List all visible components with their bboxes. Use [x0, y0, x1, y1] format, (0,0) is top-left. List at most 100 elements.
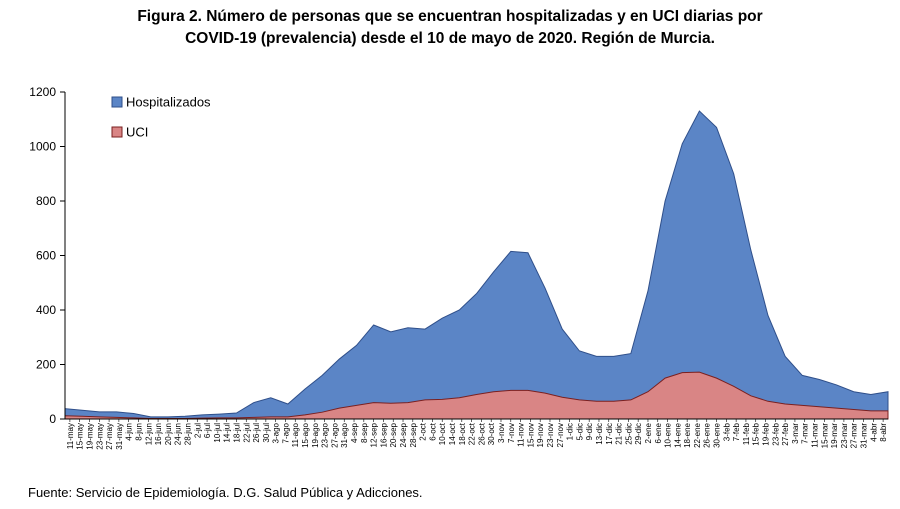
x-tick-label: 16-jun [154, 423, 163, 445]
x-tick-label: 19-ago [311, 422, 320, 447]
legend-label-uci: UCI [126, 125, 148, 140]
x-tick-label: 25-dic [624, 423, 633, 445]
x-tick-label: 4-abr [869, 423, 878, 442]
x-tick-label: 3-ago [272, 422, 281, 443]
x-tick-label: 7-feb [732, 422, 741, 441]
x-tick-label: 30-ene [713, 422, 722, 447]
chart-title-line-1: Figura 2. Número de personas que se encu… [137, 8, 763, 25]
y-tick-label: 600 [36, 249, 56, 263]
y-tick-label: 1000 [29, 140, 56, 154]
x-tick-label: 12-jun [144, 423, 153, 445]
x-tick-label: 4-sep [350, 422, 359, 443]
legend-swatch-uci [111, 126, 123, 138]
x-tick-label: 2-oct [419, 422, 428, 441]
x-tick-label: 9-dic [585, 423, 594, 440]
x-tick-label: 3-mar [791, 423, 800, 444]
x-tick-label: 27-may [105, 423, 114, 450]
x-tick-label: 18-jul [232, 423, 241, 443]
x-tick-label: 24-sep [399, 422, 408, 447]
x-tick-label: 27-ago [330, 422, 339, 447]
x-tick-label: 26-jul [252, 423, 261, 443]
x-tick-label: 20-sep [389, 422, 398, 447]
x-tick-label: 27-mar [850, 423, 859, 449]
x-tick-label: 30-jul [262, 423, 271, 443]
x-tick-label: 20-jun [164, 423, 173, 445]
x-tick-label: 27-feb [781, 422, 790, 445]
x-tick-label: 16-sep [379, 422, 388, 447]
x-tick-label: 13-dic [595, 423, 604, 445]
x-tick-label: 14-ene [673, 422, 682, 447]
x-tick-label: 19-may [85, 423, 94, 450]
x-tick-label: 15-feb [752, 422, 761, 445]
x-tick-label: 23-feb [771, 422, 780, 445]
x-tick-label: 11-mar [811, 423, 820, 448]
x-tick-label: 11-nov [517, 423, 526, 447]
x-tick-label: 15-ago [301, 422, 310, 447]
x-tick-label: 23-nov [546, 423, 555, 447]
x-tick-label: 22-ene [693, 422, 702, 447]
x-tick-label: 4-jun [125, 423, 134, 441]
legend-swatch-hospitalizados [111, 96, 123, 108]
x-tick-label: 11-feb [742, 422, 751, 445]
x-tick-label: 22-oct [468, 422, 477, 445]
x-tick-label: 23-mar [840, 423, 849, 449]
x-tick-label: 30-oct [487, 422, 496, 445]
x-tick-label: 24-jun [174, 423, 183, 445]
x-tick-label: 15-may [76, 423, 85, 450]
y-tick-label: 200 [36, 358, 56, 372]
x-tick-label: 23-ago [321, 422, 330, 447]
x-tick-label: 10-oct [438, 422, 447, 445]
x-tick-label: 7-nov [507, 423, 516, 443]
x-tick-label: 11-ago [291, 422, 300, 447]
x-tick-label: 26-ene [703, 422, 712, 447]
x-tick-label: 14-oct [448, 422, 457, 445]
y-tick-label: 400 [36, 303, 56, 317]
chart-title-line-2: COVID-19 (prevalencia) desde el 10 de ma… [185, 30, 715, 47]
x-tick-label: 28-sep [409, 422, 418, 447]
source-note: Fuente: Servicio de Epidemiología. D.G. … [28, 485, 423, 500]
y-tick-label: 1200 [29, 85, 56, 99]
x-tick-label: 6-jul [203, 423, 212, 438]
x-tick-label: 31-mar [860, 423, 869, 449]
x-tick-label: 18-oct [458, 422, 467, 445]
x-tick-label: 1-dic [566, 423, 575, 440]
x-tick-label: 6-oct [428, 422, 437, 441]
x-tick-label: 23-may [95, 423, 104, 450]
x-tick-label: 2-jul [193, 423, 202, 438]
x-tick-label: 8-sep [360, 422, 369, 443]
y-tick-label: 0 [49, 412, 56, 426]
legend-label-hospitalizados: Hospitalizados [126, 95, 211, 110]
x-tick-label: 22-jul [242, 423, 251, 443]
chart-title: Figura 2. Número de personas que se encu… [0, 6, 900, 50]
x-tick-label: 8-jun [134, 423, 143, 441]
x-tick-label: 26-oct [477, 422, 486, 445]
x-tick-label: 27-nov [556, 423, 565, 447]
x-tick-label: 7-mar [801, 423, 810, 444]
x-tick-label: 5-dic [575, 423, 584, 440]
x-tick-label: 29-dic [634, 423, 643, 445]
x-tick-label: 10-ene [664, 422, 673, 447]
x-tick-label: 28-jun [183, 423, 192, 445]
x-tick-label: 3-feb [722, 422, 731, 441]
x-tick-label: 10-jul [213, 423, 222, 443]
x-tick-label: 19-mar [830, 423, 839, 449]
x-tick-label: 15-mar [820, 423, 829, 449]
x-tick-label: 7-ago [281, 422, 290, 443]
x-tick-label: 19-feb [762, 422, 771, 445]
y-tick-label: 800 [36, 194, 56, 208]
x-tick-label: 15-nov [526, 423, 535, 447]
x-tick-label: 17-dic [605, 423, 614, 445]
series-hospitalizados-area [64, 110, 889, 420]
x-tick-label: 14-jul [223, 423, 232, 443]
x-tick-label: 2-ene [644, 422, 653, 443]
x-tick-label: 11-may [66, 423, 75, 449]
x-tick-label: 12-sep [370, 422, 379, 447]
x-tick-label: 6-ene [654, 422, 663, 443]
x-tick-label: 21-dic [615, 423, 624, 445]
x-tick-label: 19-nov [536, 423, 545, 447]
series-uci-area [64, 371, 889, 420]
x-tick-label: 31-ago [340, 422, 349, 447]
x-tick-label: 31-may [115, 423, 124, 450]
x-tick-label: 8-abr [879, 423, 888, 442]
